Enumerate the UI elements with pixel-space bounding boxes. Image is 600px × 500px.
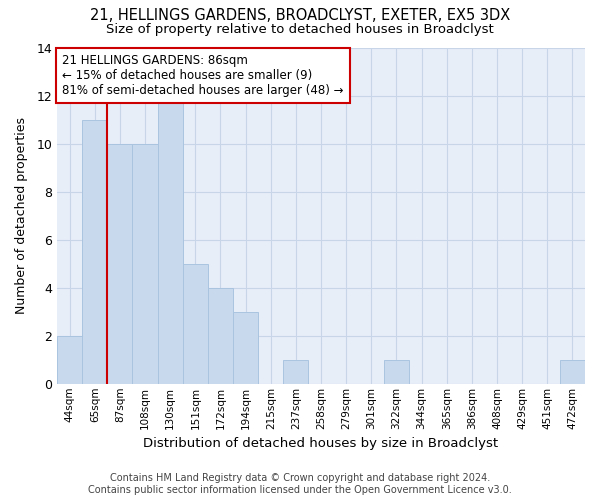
Bar	[82, 120, 107, 384]
Bar	[384, 360, 409, 384]
Text: Size of property relative to detached houses in Broadclyst: Size of property relative to detached ho…	[106, 22, 494, 36]
Y-axis label: Number of detached properties: Number of detached properties	[15, 117, 28, 314]
Bar	[133, 144, 158, 384]
Text: 21 HELLINGS GARDENS: 86sqm
← 15% of detached houses are smaller (9)
81% of semi-: 21 HELLINGS GARDENS: 86sqm ← 15% of deta…	[62, 54, 344, 97]
Text: Contains HM Land Registry data © Crown copyright and database right 2024.
Contai: Contains HM Land Registry data © Crown c…	[88, 474, 512, 495]
Text: 21, HELLINGS GARDENS, BROADCLYST, EXETER, EX5 3DX: 21, HELLINGS GARDENS, BROADCLYST, EXETER…	[90, 8, 510, 22]
Bar	[158, 96, 183, 384]
Bar	[283, 360, 308, 384]
Bar	[183, 264, 208, 384]
Bar	[233, 312, 258, 384]
Bar	[57, 336, 82, 384]
Bar	[560, 360, 585, 384]
Bar	[208, 288, 233, 384]
X-axis label: Distribution of detached houses by size in Broadclyst: Distribution of detached houses by size …	[143, 437, 499, 450]
Bar	[107, 144, 133, 384]
